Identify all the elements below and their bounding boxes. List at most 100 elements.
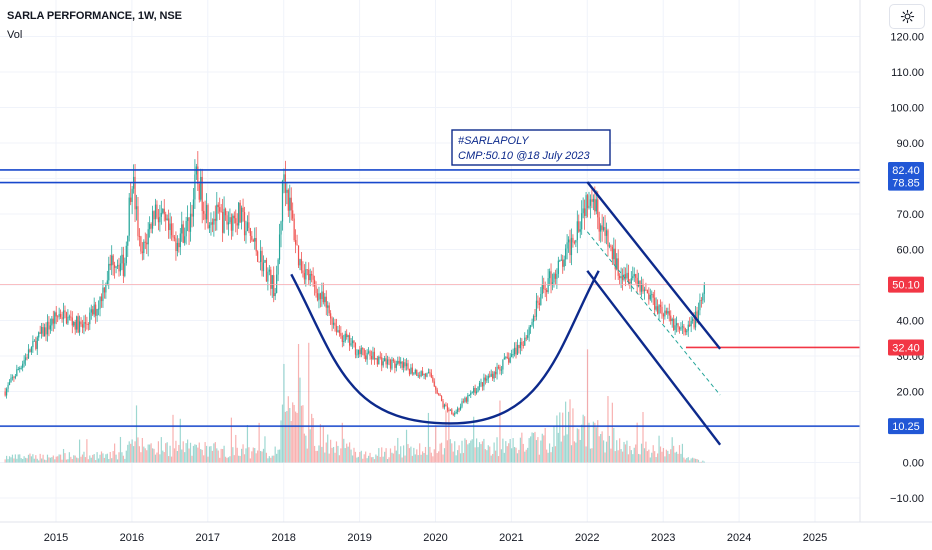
- candle-body: [229, 217, 231, 223]
- candle-body: [616, 258, 618, 270]
- candle-body: [373, 351, 376, 360]
- candle-body: [570, 237, 573, 256]
- volume-bar: [357, 456, 359, 463]
- volume-bar: [213, 443, 215, 463]
- volume-bar: [267, 458, 269, 463]
- candle-body: [656, 306, 659, 314]
- candle-body: [611, 246, 613, 260]
- volume-bar: [689, 460, 691, 463]
- volume-bar: [334, 452, 336, 463]
- volume-bar: [172, 414, 174, 463]
- candle-body: [138, 236, 141, 237]
- candle-body: [605, 230, 608, 236]
- volume-bar: [664, 456, 666, 463]
- volume-bar: [665, 449, 667, 463]
- candle-body: [169, 223, 171, 231]
- candle-body: [410, 367, 412, 375]
- volume-bar: [640, 443, 643, 463]
- candle-body: [245, 231, 247, 236]
- candle-body: [516, 344, 519, 355]
- volume-bar: [226, 457, 228, 463]
- volume-bar: [195, 444, 197, 463]
- volume-bar: [572, 408, 574, 463]
- volume-bar: [680, 453, 682, 463]
- candle-body: [477, 386, 479, 392]
- candle-body: [531, 322, 533, 326]
- volume-bar: [200, 449, 202, 463]
- volume-bar: [297, 344, 300, 463]
- candle-body: [684, 328, 686, 333]
- candle-body: [347, 335, 349, 338]
- candle-body: [642, 283, 644, 292]
- candle-body: [216, 204, 218, 221]
- volume-bar: [675, 451, 678, 463]
- volume-indicator-label[interactable]: Vol: [7, 29, 23, 41]
- volume-bar: [550, 452, 552, 463]
- candle-body: [506, 356, 508, 359]
- candle-body: [219, 207, 221, 212]
- level-price-label: [888, 418, 924, 435]
- candle-body: [134, 176, 136, 210]
- candle-body: [360, 348, 362, 355]
- volume-bar: [191, 455, 193, 463]
- volume-bar: [350, 449, 352, 463]
- candle-body: [481, 382, 484, 387]
- settings-button[interactable]: [889, 4, 925, 29]
- volume-bar: [512, 438, 514, 463]
- volume-bar: [197, 447, 199, 463]
- candle-body: [292, 210, 294, 219]
- settings-icon: [900, 9, 915, 24]
- candle-body: [522, 345, 524, 346]
- volume-bar: [71, 458, 73, 463]
- candle-body: [143, 241, 145, 254]
- candle-body: [443, 404, 446, 408]
- candle-body: [636, 277, 638, 287]
- candle-body: [385, 358, 387, 365]
- volume-bar: [424, 446, 427, 463]
- candle-body: [207, 205, 209, 228]
- time-axis[interactable]: 2015 2016 2017 2018 2019 2020 2021 2022 2023 2024…: [44, 532, 827, 544]
- volume-bar: [480, 444, 482, 463]
- candle-body: [621, 276, 624, 280]
- candle-body: [283, 174, 285, 181]
- volume-bar: [474, 447, 476, 463]
- channel-lower-line: [586, 270, 722, 446]
- candle-body: [230, 217, 232, 231]
- candle-body: [48, 321, 50, 330]
- symbol-title: SARLA PERFORMANCE, 1W, NSE: [7, 10, 182, 22]
- candle-body: [413, 373, 415, 375]
- candle-body: [464, 397, 466, 402]
- candle-body: [438, 393, 440, 395]
- candle-body: [403, 362, 405, 368]
- candle-body: [677, 323, 679, 328]
- candle-body: [629, 281, 631, 284]
- candle-body: [154, 204, 157, 220]
- volume-bar: [264, 436, 266, 463]
- volume-bar: [433, 449, 435, 463]
- candle-body: [649, 294, 651, 300]
- candle-body: [697, 310, 700, 320]
- volume-bar: [27, 454, 30, 463]
- candle-body: [551, 282, 554, 285]
- volume-bar: [563, 435, 565, 463]
- volume-bar: [10, 457, 12, 463]
- volume-bar: [401, 457, 403, 463]
- candle-body: [407, 363, 409, 369]
- candle-body: [416, 369, 418, 376]
- candle-body: [582, 208, 584, 214]
- candle-body: [77, 316, 79, 333]
- candle-body: [300, 259, 303, 271]
- volume-bar: [286, 411, 288, 463]
- volume-bar: [125, 450, 127, 463]
- candle-body: [95, 304, 97, 316]
- annotation-box[interactable]: #SARLAPOLY CMP:50.10 @18 July 2023: [451, 129, 611, 166]
- candle-body: [604, 227, 606, 236]
- candle-body: [16, 369, 18, 377]
- candle-body: [268, 269, 270, 272]
- volume-bar: [14, 454, 16, 463]
- volume-bar: [241, 448, 243, 463]
- volume-bar: [559, 412, 561, 463]
- candle-body: [330, 313, 332, 319]
- candle-body: [353, 340, 355, 344]
